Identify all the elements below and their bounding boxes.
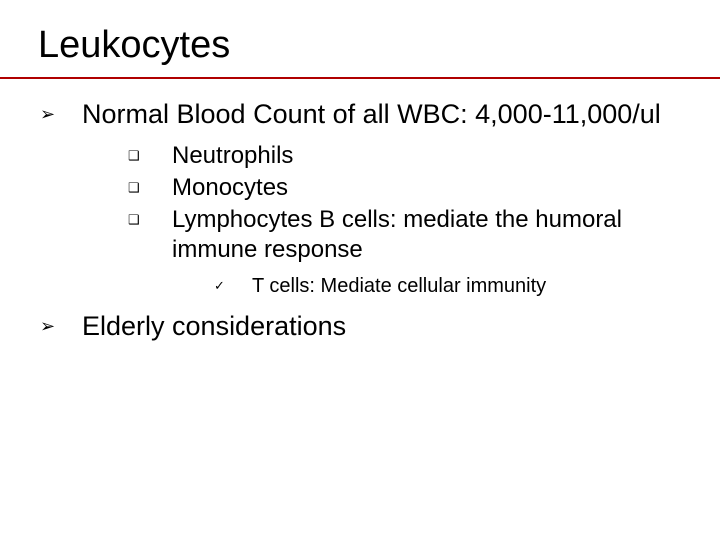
list-item-text: Lymphocytes B cells: mediate the humoral… (172, 205, 670, 265)
square-bullet-icon: ❑ (126, 141, 172, 171)
check-bullet-icon: ✓ (212, 273, 252, 299)
list-item: ❑ Lymphocytes B cells: mediate the humor… (126, 205, 670, 265)
sub-sublist: ✓ T cells: Mediate cellular immunity (36, 273, 670, 299)
slide: Leukocytes ➢ Normal Blood Count of all W… (0, 0, 720, 540)
arrow-bullet-icon: ➢ (36, 309, 82, 343)
list-item: ➢ Normal Blood Count of all WBC: 4,000-1… (36, 97, 670, 131)
sublist: ❑ Neutrophils ❑ Monocytes ❑ Lymphocytes … (36, 141, 670, 265)
list-item-text: T cells: Mediate cellular immunity (252, 273, 546, 299)
list-item: ❑ Neutrophils (126, 141, 670, 171)
list-item-text: Normal Blood Count of all WBC: 4,000-11,… (82, 97, 661, 131)
list-item-text: Neutrophils (172, 141, 293, 171)
square-bullet-icon: ❑ (126, 205, 172, 235)
arrow-bullet-icon: ➢ (36, 97, 82, 131)
square-bullet-icon: ❑ (126, 173, 172, 203)
list-item: ❑ Monocytes (126, 173, 670, 203)
list-item: ✓ T cells: Mediate cellular immunity (212, 273, 670, 299)
content-area: ➢ Normal Blood Count of all WBC: 4,000-1… (0, 79, 720, 343)
slide-title: Leukocytes (0, 24, 720, 75)
list-item-text: Elderly considerations (82, 309, 346, 343)
list-item: ➢ Elderly considerations (36, 309, 670, 343)
list-item-text: Monocytes (172, 173, 288, 203)
